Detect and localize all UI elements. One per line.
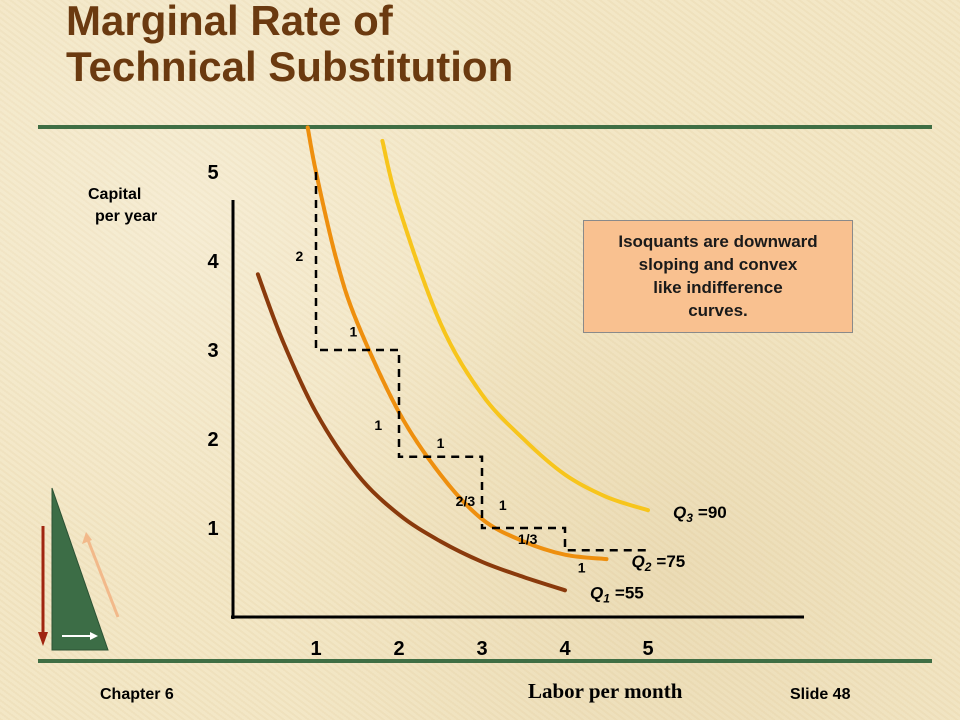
y-tick-label: 1 [207,518,218,540]
x-axis-label: Labor per month [528,679,683,703]
chapter-label: Chapter 6 [100,686,174,703]
decorative-down-arrowhead [38,632,48,646]
decorative-triangle [51,487,109,651]
decorative-diagonal-arrowhead [82,532,92,544]
isoquant-q1-line [255,272,567,593]
mrts-step-label: 1 [349,324,357,340]
slide-number: Slide 48 [790,686,851,703]
y-tick-label: 4 [207,251,219,273]
isoquant-q2-label: Q2 =75 [632,552,686,574]
x-tick-label: 5 [642,638,653,660]
note-line-4: curves. [688,301,748,320]
isoquant-note-box: Isoquants are downward sloping and conve… [583,220,853,333]
y-tick-label: 5 [207,162,218,184]
mrts-step-label: 1/3 [518,531,538,547]
page-title: Marginal Rate of Technical Substitution [66,0,513,90]
mrts-step-label: 1 [499,497,507,513]
isoquant-q3-line [380,138,650,513]
note-line-3: like indifference [653,278,783,297]
note-line-2: sloping and convex [638,255,798,274]
isoquant-q1-label: Q1 =55 [590,583,644,605]
isoquant-q3-label: Q3 =90 [673,503,727,525]
mrts-step-lines [314,172,648,552]
x-tick-label: 2 [393,638,404,660]
x-tick-label: 1 [310,638,321,660]
decorative-right-arrowhead [90,632,98,640]
mrts-step-label: 1 [437,435,445,451]
decorative-diagonal-arrow [86,539,120,618]
top-divider [38,125,932,129]
y-axis-label-line-1: Capital [88,186,142,203]
note-line-1: Isoquants are downward [618,232,818,251]
x-tick-label: 3 [476,638,487,660]
isoquant-q2-line [305,125,609,562]
y-tick-label: 2 [207,429,218,451]
mrts-step-label: 2/3 [456,493,476,509]
y-axis-label-line-2: per year [95,208,158,225]
x-tick-label: 4 [559,638,571,660]
title-line-1: Marginal Rate of [66,0,393,44]
y-axis-label: Capital per year [88,184,157,228]
mrts-step-label: 1 [374,417,382,433]
bottom-divider [38,659,932,663]
title-line-2: Technical Substitution [66,43,514,90]
mrts-step-label: 2 [296,248,304,264]
y-tick-label: 3 [207,340,218,362]
mrts-step-label: 1 [578,560,586,576]
